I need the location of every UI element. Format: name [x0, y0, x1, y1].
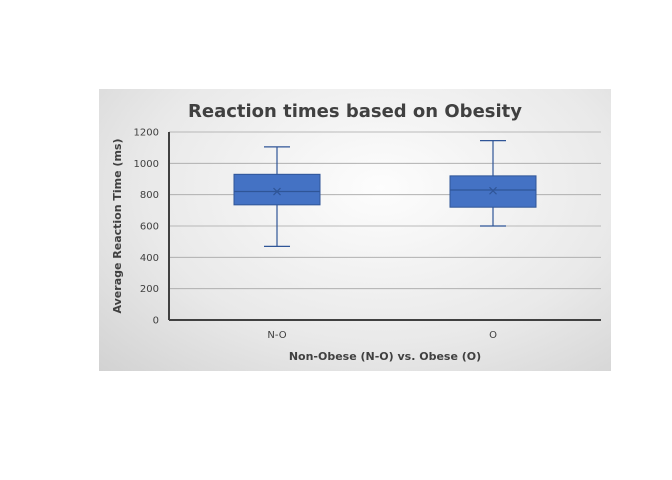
x-axis-label: Non-Obese (N-O) vs. Obese (O): [289, 350, 481, 363]
x-tick-labels: N-O O: [267, 330, 497, 341]
y-tick-label: 1200: [134, 128, 159, 139]
y-tick-label: 400: [140, 253, 159, 264]
y-tick-label: 1000: [134, 159, 159, 170]
iqr-box: [233, 173, 321, 206]
mean-marker: [273, 187, 281, 196]
chart-panel: Reaction times based on Obesity 0 200 400 6…: [99, 89, 611, 371]
x-tick-label: N-O: [267, 330, 286, 341]
y-tick-label: 0: [153, 316, 159, 327]
mean-marker: [489, 186, 497, 195]
chart-title: Reaction times based on Obesity: [188, 101, 522, 122]
boxplot-chart: Reaction times based on Obesity 0 200 400 6…: [111, 101, 601, 363]
x-tick-label: O: [489, 330, 497, 341]
y-axis-label: Average Reaction Time (ms): [111, 139, 124, 314]
y-tick-labels: 0 200 400 600 800 1000 1200: [134, 128, 159, 327]
y-tick-label: 600: [140, 222, 159, 233]
box-layer: [233, 140, 537, 247]
mean-marker-stroke: [273, 187, 281, 196]
mean-marker-stroke: [489, 186, 497, 195]
grid-layer: [169, 131, 601, 290]
y-tick-label: 800: [140, 190, 159, 201]
y-tick-label: 200: [140, 284, 159, 295]
